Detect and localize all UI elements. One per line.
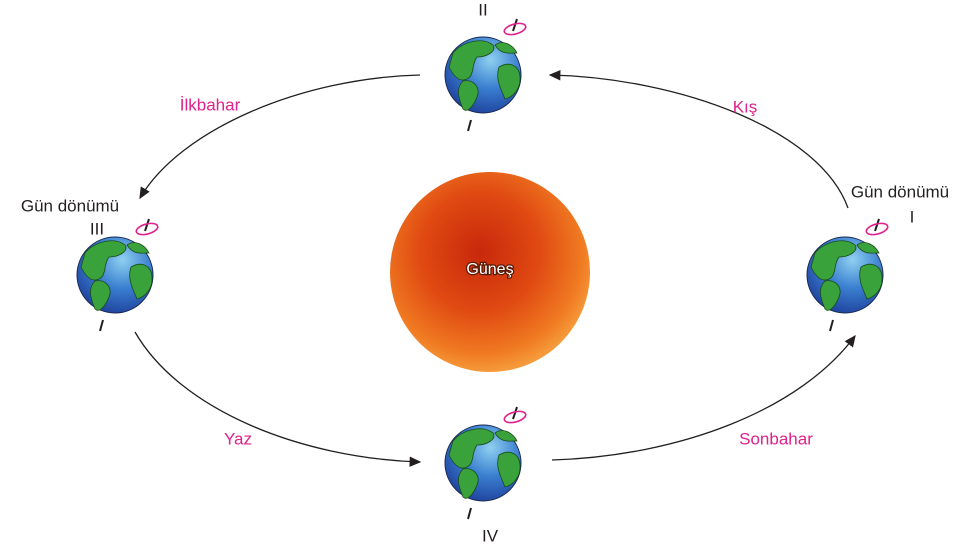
orbit-arrow	[548, 70, 849, 209]
season-label: Yaz	[224, 429, 252, 448]
season-label: İlkbahar	[180, 95, 241, 114]
earth-label: Gün dönümü	[21, 196, 119, 215]
earth	[806, 218, 890, 332]
sun	[390, 172, 590, 372]
earth-numeral: IV	[482, 526, 499, 545]
earth-label: Gün dönümü	[851, 182, 949, 201]
orbit-arrow	[134, 331, 422, 467]
earth	[444, 18, 528, 132]
season-label: Sonbahar	[739, 429, 813, 448]
sun-label: Güneş	[466, 261, 513, 278]
earth-numeral: II	[478, 0, 487, 19]
earth	[444, 406, 528, 520]
season-label: Kış	[733, 97, 758, 116]
earth-numeral: I	[910, 207, 915, 226]
orbit-arrow	[139, 74, 421, 200]
earth-numeral: III	[90, 219, 104, 238]
orbit-arrow	[551, 334, 856, 461]
